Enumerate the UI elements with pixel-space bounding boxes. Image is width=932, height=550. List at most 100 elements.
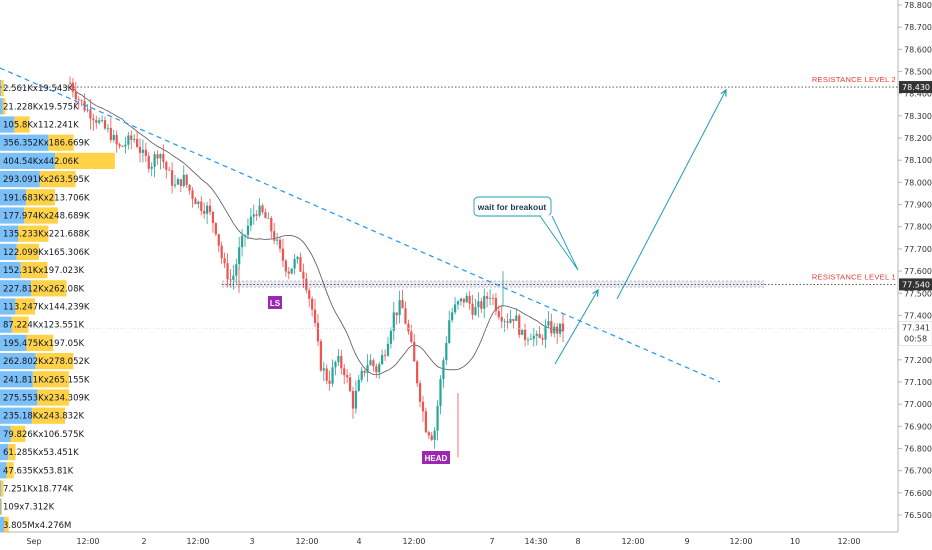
price-tag — [899, 81, 932, 94]
candle-body — [77, 99, 80, 101]
head-label-box — [422, 451, 450, 464]
candle-body — [144, 149, 147, 156]
price-tick-label: 77.400 — [904, 311, 932, 320]
candle-body — [474, 307, 477, 315]
time-tick-label: 12:00 — [76, 537, 99, 546]
candle-body — [366, 365, 369, 373]
volume-bar-buy — [0, 498, 1, 515]
candle-body — [413, 341, 416, 362]
callout-box — [473, 196, 552, 217]
volume-bar-buy — [0, 425, 11, 442]
candle-body — [462, 298, 465, 303]
volume-profile-label: 191.683Kx213.706K — [3, 193, 90, 203]
candle-body — [351, 391, 355, 409]
candle-body — [238, 247, 241, 265]
candle-body — [194, 198, 197, 205]
candle-body — [74, 91, 77, 100]
volume-profile-label: 241.811Kx265.155K — [3, 375, 90, 385]
candle-body — [386, 343, 390, 356]
candle-body — [509, 319, 512, 323]
price-tag-label: 78.430 — [902, 83, 930, 92]
time-axis[interactable] — [0, 532, 932, 550]
price-tick-label: 78.700 — [904, 23, 932, 32]
volume-profile-label: 21.228Kx19.575K — [3, 102, 79, 112]
candle-body — [214, 223, 217, 235]
projection-arrows — [554, 90, 726, 365]
candle-body — [436, 406, 439, 431]
time-tick-label: 4 — [356, 537, 361, 546]
candle-body — [340, 355, 343, 369]
candle-body — [200, 201, 203, 211]
volume-bar-sell — [39, 171, 76, 188]
candle-body — [381, 354, 384, 365]
volume-profile-label: 356.352Kx186.669K — [3, 139, 90, 149]
volume-bar-sell — [2, 98, 6, 115]
price-tick-label: 77.000 — [904, 400, 932, 409]
moving-average-line — [69, 82, 564, 375]
candle-body — [433, 430, 436, 440]
volume-profile-labels: 2.561Kx19.543K 21.228Kx19.575K 105.8Kx112.… — [3, 84, 90, 531]
annotations: LS HEAD wait for breakout — [268, 196, 579, 464]
price-tick-label: 77.200 — [904, 356, 932, 365]
candle-body — [486, 296, 489, 299]
volume-profile — [0, 80, 115, 533]
volume-bar-buy — [0, 243, 17, 260]
candle-body — [80, 100, 83, 102]
volume-bar-sell — [10, 425, 26, 442]
volume-bar-sell — [18, 225, 49, 242]
candle-body — [188, 184, 191, 191]
volume-profile-label: 122.099Kx165.306K — [3, 248, 90, 258]
candle-body — [258, 205, 261, 216]
volume-profile-label: 61.285Kx53.451K — [3, 448, 79, 458]
resistance-lines: RESISTANCE LEVEL 2 RESISTANCE LEVEL 1 — [0, 75, 898, 329]
candle-body — [523, 329, 527, 340]
candle-body — [535, 333, 538, 336]
volume-bar-sell — [26, 189, 56, 206]
candle-body — [255, 214, 258, 216]
volume-profile-label: 7.251Kx18.774K — [3, 485, 74, 495]
time-tick-label: 12:00 — [729, 537, 752, 546]
volume-bar-sell — [24, 207, 58, 224]
projection-arrow — [554, 290, 598, 365]
projection-arrow — [616, 90, 726, 300]
candle-body — [311, 298, 314, 310]
resistance-label: RESISTANCE LEVEL 1 — [812, 272, 896, 281]
candle-body — [346, 375, 349, 378]
candle-body — [319, 341, 322, 371]
candle-body — [124, 144, 127, 147]
candle-body — [241, 235, 244, 248]
volume-bar-sell — [6, 462, 14, 479]
volume-profile-label: 293.091Kx263.595K — [3, 175, 90, 185]
volume-bar-sell — [48, 134, 74, 151]
candle-body — [416, 361, 419, 384]
volume-bar-buy — [0, 98, 3, 115]
candle-body — [465, 295, 468, 303]
candle-body — [95, 120, 98, 123]
volume-bar-buy — [0, 316, 12, 333]
candle-body — [389, 330, 392, 344]
candle-body — [261, 205, 264, 213]
candle-body — [127, 135, 130, 145]
candle-body — [276, 239, 279, 241]
candle-body — [550, 321, 553, 334]
candle-body — [293, 259, 296, 269]
current-price-label: 77.341 — [902, 324, 930, 333]
price-tick-label: 78.000 — [904, 178, 932, 187]
candle-body — [229, 279, 232, 281]
candle-body — [331, 367, 334, 384]
price-tag — [899, 278, 932, 291]
candle-body — [141, 149, 145, 153]
candle-body — [369, 360, 372, 366]
candle-body — [360, 370, 363, 380]
volume-bar-sell — [32, 371, 69, 388]
time-tick-label: 12:00 — [295, 537, 318, 546]
plot-area[interactable] — [0, 0, 898, 532]
candle-body — [322, 368, 325, 371]
candle-body — [445, 342, 448, 361]
candle-body — [375, 366, 378, 373]
candle-body — [538, 333, 541, 339]
candle-body — [211, 211, 215, 224]
current-price-tag — [898, 321, 932, 346]
candle-body — [503, 321, 506, 323]
